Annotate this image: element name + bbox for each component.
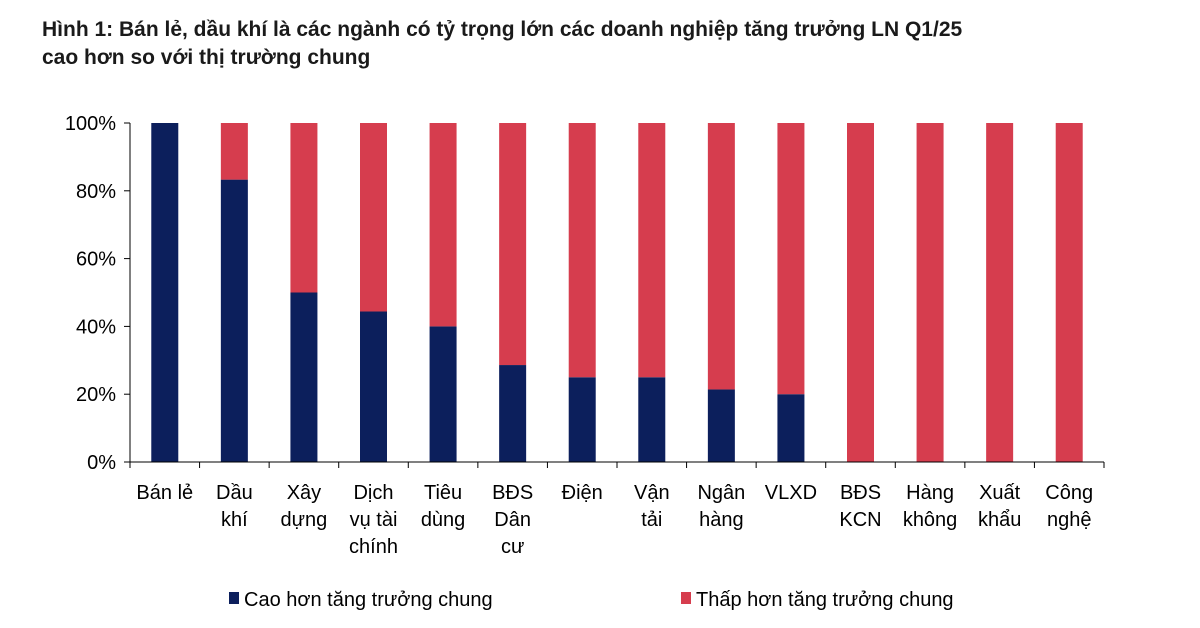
bar-below-5 (499, 123, 527, 366)
bar-above-9 (777, 394, 805, 462)
x-tick-label-1-line-1: khí (221, 509, 248, 531)
bar-below-3 (360, 123, 387, 312)
x-tick-label-5-line-2: cư (501, 536, 524, 558)
y-tick-label-5: 100% (65, 113, 116, 135)
x-tick-label-12-line-1: khẩu (978, 509, 1021, 531)
x-tick-label-6: Điện (562, 482, 603, 504)
x-tick-label-11-line-0: Hàng (906, 482, 954, 504)
x-tick-label-4-line-1: dùng (421, 509, 466, 531)
x-tick-label-5-line-1: Dân (494, 509, 531, 531)
bar-below-13 (1055, 123, 1083, 462)
y-tick-label-0: 0% (87, 452, 116, 474)
bar-above-7 (638, 377, 666, 462)
bar-below-12 (986, 123, 1014, 462)
bar-above-4 (429, 326, 457, 462)
bar-below-7 (638, 123, 666, 378)
chart-title-line-2: cao hơn so với thị trường chung (42, 46, 371, 69)
y-tick-label-1: 20% (76, 384, 116, 406)
x-tick-label-0: Bán lẻ (136, 482, 193, 504)
x-tick-label-9: VLXD (765, 482, 817, 504)
x-tick-label-8-line-0: Ngân (697, 482, 745, 504)
x-tick-label-10-line-1: KCN (839, 509, 881, 531)
legend-label-1: Thấp hơn tăng trưởng chung (696, 589, 954, 611)
x-tick-label-10-line-0: BĐS (840, 482, 881, 504)
x-tick-label-2-line-1: dựng (281, 509, 328, 531)
x-tick-label-3-line-1: vụ tài (350, 509, 398, 531)
y-tick-label-3: 60% (76, 249, 116, 271)
bar-below-10 (847, 123, 874, 462)
bar-below-8 (707, 123, 735, 390)
chart-title: Hình 1: Bán lẻ, dầu khí là các ngành có … (42, 16, 1172, 72)
y-tick-label-2: 40% (76, 316, 116, 338)
bar-below-6 (568, 123, 596, 378)
y-tick-label-4: 80% (76, 181, 116, 203)
legend-swatch-0 (229, 592, 239, 604)
x-tick-label-11-line-1: không (903, 509, 958, 531)
bar-below-11 (916, 123, 944, 462)
x-tick-label-2-line-0: Xây (287, 482, 321, 504)
legend-label-0: Cao hơn tăng trưởng chung (244, 589, 493, 611)
bar-above-2 (290, 292, 318, 462)
bar-below-4 (429, 123, 457, 327)
x-tick-label-13-line-1: nghệ (1047, 509, 1092, 531)
x-tick-label-8-line-1: hàng (699, 509, 744, 531)
x-tick-label-3-line-2: chính (349, 536, 398, 558)
x-tick-label-4-line-0: Tiêu (424, 482, 462, 504)
bar-above-5 (499, 365, 527, 462)
bar-above-6 (568, 377, 596, 462)
x-tick-label-7-line-0: Vận (634, 482, 670, 504)
x-tick-label-5-line-0: BĐS (492, 482, 533, 504)
x-tick-label-3-line-0: Dịch (353, 482, 393, 504)
x-tick-label-12-line-0: Xuất (979, 482, 1021, 504)
bar-above-3 (360, 311, 387, 462)
bar-below-1 (220, 123, 248, 180)
bar-above-1 (220, 179, 248, 462)
x-tick-label-13-line-0: Công (1045, 482, 1093, 504)
bar-below-2 (290, 123, 318, 293)
bar-below-9 (777, 123, 805, 395)
chart-title-line-1: Hình 1: Bán lẻ, dầu khí là các ngành có … (42, 18, 963, 41)
bar-above-8 (707, 389, 735, 462)
legend-swatch-1 (681, 592, 691, 604)
x-tick-label-1-line-0: Dầu (216, 482, 253, 504)
bar-above-0 (151, 123, 179, 462)
x-tick-label-7-line-1: tải (641, 509, 662, 531)
